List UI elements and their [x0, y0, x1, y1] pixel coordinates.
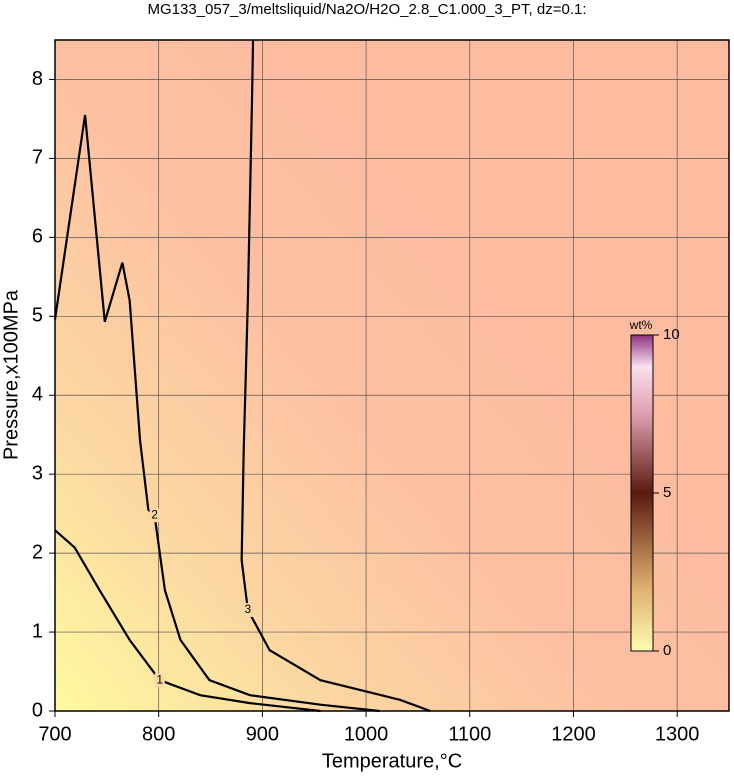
contour-label-bg: [242, 602, 253, 617]
contour-label: 3: [245, 602, 252, 616]
colorbar-tick-label: 0: [663, 642, 671, 659]
contour-label: 1: [156, 672, 163, 686]
colorbar-title: wt%: [629, 318, 653, 332]
colorbar-tick-label: 10: [663, 326, 680, 343]
x-tick-label: 1000: [344, 723, 389, 745]
colorbar: [630, 334, 654, 652]
y-axis-title: Pressure,x100MPa: [0, 289, 22, 460]
y-tick-label: 7: [32, 147, 43, 169]
x-tick-label: 1100: [448, 723, 491, 745]
y-tick-label: 8: [32, 68, 43, 90]
x-tick-label: 700: [38, 723, 71, 745]
y-tick-label: 4: [32, 384, 43, 406]
contour-line: [240, 39, 431, 713]
x-axis-title: Temperature,°C: [322, 750, 462, 772]
x-tick-label: 1200: [551, 723, 596, 745]
contours: 1 2 3: [53, 39, 431, 713]
y-tick-label: 6: [32, 226, 43, 248]
plot-frame: [54, 39, 730, 712]
x-tick-label: 900: [246, 723, 279, 745]
grid: [54, 40, 729, 712]
x-tick-label: 800: [142, 723, 175, 745]
contour-label: 2: [151, 507, 158, 521]
chart-title: MG133_057_3/meltsliquid/Na2O/H2O_2.8_C1.…: [147, 1, 586, 18]
y-tick-label: 1: [32, 620, 43, 642]
y-tick-label: 0: [32, 699, 43, 721]
y-tick-label: 2: [32, 541, 43, 563]
contour-label-bg: [149, 508, 160, 523]
contour-label-bg: [154, 673, 165, 688]
contour-line: [54, 529, 321, 713]
plot-background: [55, 40, 729, 711]
x-tick-label: 1300: [655, 723, 700, 745]
y-tick-label: 3: [32, 462, 43, 484]
colorbar-tick-label: 5: [663, 484, 671, 501]
y-tick-label: 5: [32, 305, 43, 327]
